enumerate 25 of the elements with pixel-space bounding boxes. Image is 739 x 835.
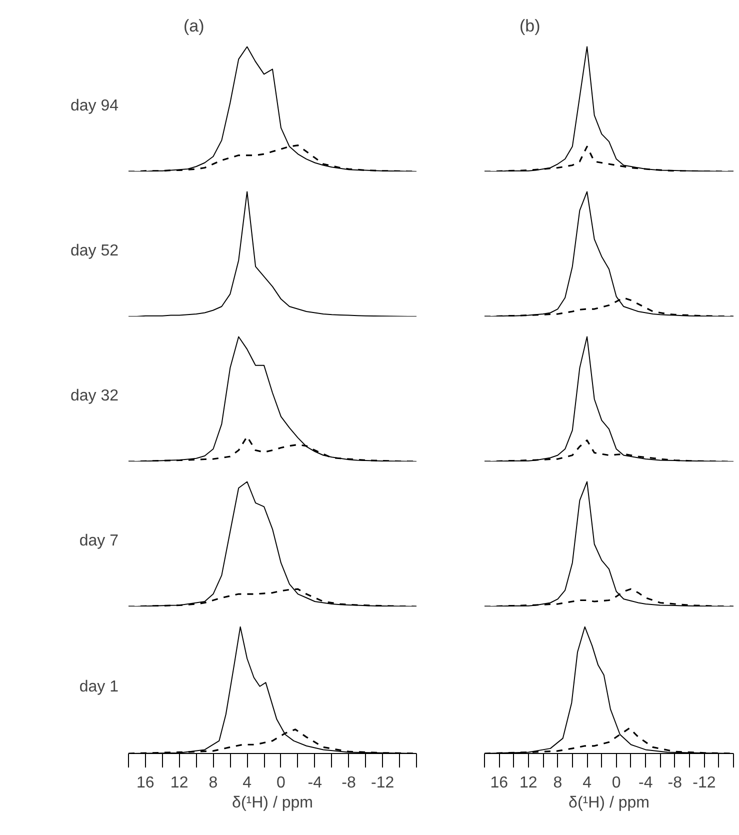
- x-tick-label: -8: [668, 774, 682, 792]
- y-axis-title: day 52: [70, 242, 119, 260]
- x-tick-label: 16: [136, 774, 154, 792]
- x-tick-label: -12: [692, 774, 716, 792]
- y-axis-title: day 7: [79, 532, 119, 550]
- x-tick-label: 12: [520, 774, 538, 792]
- x-tick-label: 16: [490, 774, 508, 792]
- chart-title: (b): [520, 16, 540, 36]
- x-tick-label: 12: [170, 774, 188, 792]
- y-axis-title: day 1: [79, 678, 119, 696]
- x-tick-label: 0: [612, 774, 621, 792]
- x-tick-label: -4: [638, 774, 653, 792]
- x-tick-label: 8: [553, 774, 562, 792]
- x-tick-label: 4: [242, 774, 252, 792]
- x-tick-label: -12: [371, 774, 394, 792]
- x-tick-label: -4: [308, 774, 322, 792]
- x-tick-label: 8: [208, 774, 218, 792]
- y-axis-title: day 32: [70, 388, 119, 404]
- x-tick-label: 0: [276, 774, 286, 792]
- x-axis-title: δ(¹H) / ppm: [232, 794, 313, 812]
- chart-title: (a): [184, 16, 204, 36]
- x-tick-label: -8: [342, 774, 356, 792]
- x-tick-label: 4: [582, 774, 592, 792]
- x-axis-title: δ(¹H) / ppm: [568, 794, 650, 812]
- y-axis-title: day 94: [70, 98, 119, 114]
